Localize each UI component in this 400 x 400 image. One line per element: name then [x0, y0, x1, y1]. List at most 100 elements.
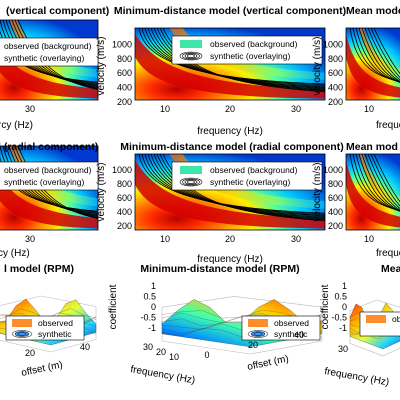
legend-observed: observed (background) — [210, 39, 298, 49]
y-tick-label: 600 — [328, 68, 343, 78]
z-tick-label: 0 — [342, 302, 347, 312]
x-axis-label: frequency (Hz) — [197, 254, 263, 265]
synthetic-icon — [11, 330, 33, 338]
y-tick-label: 20 — [156, 347, 166, 357]
x-axis-label: offset (m) — [20, 359, 63, 379]
contour-line — [358, 28, 400, 83]
rpm-legend-3: observed — [359, 311, 400, 337]
contour-line — [358, 154, 400, 212]
y-tick-label: 400 — [328, 207, 343, 217]
axes-box — [345, 27, 400, 101]
synthetic-icon — [253, 332, 263, 336]
contour-line — [0, 145, 98, 214]
x-axis-label: freque — [376, 248, 400, 259]
axes-box — [0, 295, 97, 353]
z-axis-label: coefficient — [108, 284, 119, 329]
x-axis-label: cy (Hz) — [0, 248, 30, 259]
y-tick-label: 400 — [328, 83, 343, 93]
y-tick-label: 800 — [328, 179, 343, 189]
synthetic-icon — [14, 331, 30, 337]
contour-line — [8, 20, 98, 88]
synthetic-contour-icon — [187, 54, 195, 58]
legend-synthetic: synthetic (overlaying) — [210, 51, 290, 61]
synthetic-icon — [250, 331, 266, 337]
y-tick-label: 10 — [169, 352, 179, 362]
contour-line — [367, 154, 400, 209]
legend-5: observed (background) synthetic (overlayi… — [171, 161, 323, 191]
observed-swatch — [180, 166, 202, 174]
contour-line — [373, 154, 400, 203]
synthetic-contour-icon — [184, 179, 198, 185]
panel-title: Minimum-distance model (vertical compone… — [114, 5, 346, 17]
legend-4: observed (background) synthetic (overlayi… — [0, 161, 99, 191]
contour-line — [355, 154, 400, 212]
z-tick-label: -0.5 — [331, 313, 347, 323]
contour-line — [11, 20, 98, 89]
y-tick-label: 30 — [338, 344, 348, 354]
axes-box — [134, 153, 326, 231]
contour-line — [352, 154, 400, 212]
panel-title: Mea — [381, 263, 400, 275]
contour-line — [370, 154, 400, 207]
synthetic-contour-icon — [182, 52, 200, 60]
synthetic-icon — [17, 332, 27, 336]
dispersion-ridge — [346, 34, 400, 98]
panel-title: Minimum-distance model (RPM) — [140, 263, 299, 275]
x-tick-label: 0 — [204, 350, 209, 360]
legend-box — [0, 37, 99, 67]
synthetic-icon — [247, 330, 269, 338]
x-axis-label: freque — [376, 120, 400, 131]
contour-line — [14, 20, 98, 90]
y-tick-label: 200 — [117, 97, 132, 107]
x-tick-label: 20 — [225, 234, 235, 244]
contour-line — [355, 28, 400, 83]
x-tick-label: 30 — [291, 234, 301, 244]
legend-synthetic: synthetic — [274, 329, 308, 339]
contour-line — [361, 28, 400, 83]
x-tick-label: 20 — [25, 348, 35, 358]
contour-line — [352, 28, 400, 83]
x-tick-label: 10 — [160, 104, 170, 114]
panel-title: Minimum-distance model (radial component… — [120, 141, 343, 153]
rpm-panels: observedsyntheticobservedsyntheticobserv… — [0, 295, 400, 357]
panel-title: (vertical component) — [6, 5, 109, 17]
contour-line — [367, 28, 400, 81]
x-tick-label: 40 — [294, 330, 304, 340]
x-axis-label: frequency (Hz) — [197, 126, 263, 137]
contour-line — [2, 20, 98, 86]
z-tick-label: -0.5 — [140, 313, 156, 323]
z-tick-label: 1 — [342, 281, 347, 291]
y-tick-label: 1000 — [323, 39, 343, 49]
dispersion-ridge — [0, 175, 98, 229]
z-tick-label: 0.5 — [143, 292, 156, 302]
z-tick-label: 0.5 — [334, 292, 347, 302]
dispersion-ridge — [346, 160, 400, 228]
contour-line — [364, 28, 400, 82]
contour-line — [8, 145, 98, 217]
legend-observed: observed (background) — [4, 41, 92, 51]
axes-box — [161, 296, 323, 355]
y-axis-label: velocity (m/s) — [312, 37, 323, 96]
panel-title: Mean mod — [346, 141, 398, 153]
legend-synthetic: synthetic (overlaying) — [4, 53, 84, 63]
dispersion-panels: observed (background) synthetic (overlayi… — [0, 19, 400, 231]
heatmap-3 — [346, 28, 400, 100]
x-tick-label: 10 — [160, 234, 170, 244]
y-tick-label: 600 — [117, 193, 132, 203]
contour-line — [349, 28, 400, 82]
observed-swatch — [366, 315, 386, 323]
y-tick-label: 200 — [117, 221, 132, 231]
legend-observed: observed — [274, 318, 309, 328]
z-tick-label: -1 — [148, 323, 156, 333]
legend-1: observed (background) synthetic (overlayi… — [0, 37, 99, 67]
axes-box — [345, 153, 400, 231]
observed-swatch — [12, 319, 32, 327]
synthetic-contour-icon — [187, 180, 195, 184]
z-axis-label: coefficient — [320, 284, 331, 329]
contour-line — [2, 145, 98, 215]
y-tick-label: 1000 — [323, 165, 343, 175]
x-tick-label: 40 — [80, 342, 90, 352]
contour-line — [159, 154, 325, 221]
y-tick-label: 400 — [117, 83, 132, 93]
